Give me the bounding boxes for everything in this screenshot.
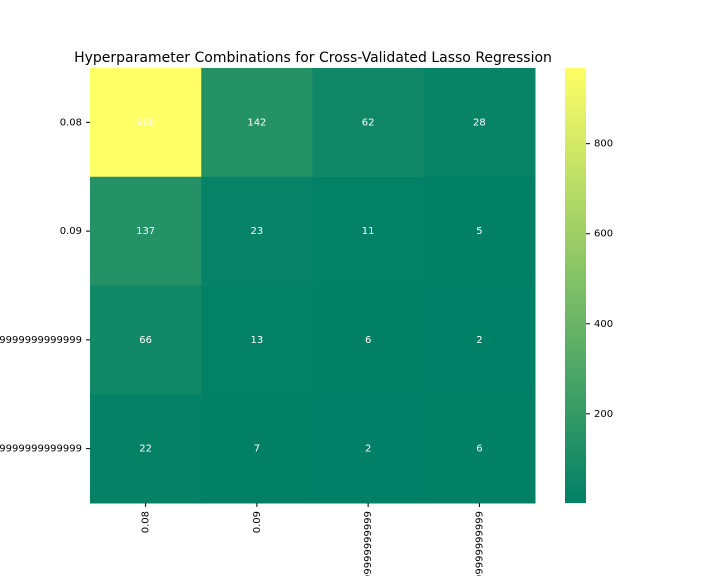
x-tick-label: 0.09999999999999999 xyxy=(363,511,374,576)
heat-cell xyxy=(201,176,313,286)
heat-cell xyxy=(201,68,313,178)
heat-cell xyxy=(423,68,536,178)
cell-label: 6 xyxy=(365,335,371,346)
heat-cell xyxy=(423,394,536,504)
heat-cell xyxy=(312,176,425,286)
cell-label: 66 xyxy=(139,335,152,346)
colorbar-tick-label: 800 xyxy=(594,139,613,150)
heat-cell xyxy=(201,394,313,504)
colorbar-tick-label: 200 xyxy=(594,409,613,420)
y-tick-label: 0.09999999999999999 xyxy=(0,335,82,346)
chart-title: Hyperparameter Combinations for Cross-Va… xyxy=(74,50,552,66)
cell-label: 23 xyxy=(251,226,264,237)
y-tick-label: 0.08 xyxy=(60,117,82,128)
x-tick-label: 0.08 xyxy=(141,511,152,533)
y-tick-label: 0.10999999999999999 xyxy=(0,444,82,455)
heat-cell xyxy=(201,285,313,395)
cell-label: 5 xyxy=(476,226,482,237)
cell-label: 13 xyxy=(251,335,264,346)
cell-label: 142 xyxy=(247,117,266,128)
heat-cell xyxy=(312,68,425,178)
heat-cell xyxy=(423,176,536,286)
cell-label: 28 xyxy=(473,117,486,128)
heat-cell xyxy=(90,176,202,286)
heat-cell xyxy=(312,394,425,504)
cell-label: 11 xyxy=(362,226,375,237)
colorbar-tick-label: 400 xyxy=(594,319,613,330)
x-tick-label: 0.10999999999999999 xyxy=(474,511,485,576)
heat-cell xyxy=(312,285,425,395)
colorbar-tick-label: 600 xyxy=(594,229,613,240)
cell-label: 62 xyxy=(362,117,375,128)
cell-label: 6 xyxy=(476,444,482,455)
heat-cell xyxy=(90,285,202,395)
heat-cell xyxy=(90,394,202,504)
y-tick-label: 0.09 xyxy=(60,226,82,237)
heat-cell xyxy=(90,68,202,178)
cell-label: 968 xyxy=(136,117,155,128)
cell-label: 2 xyxy=(365,444,371,455)
cell-label: 137 xyxy=(136,226,155,237)
cell-label: 22 xyxy=(139,444,152,455)
x-tick-label: 0.09 xyxy=(252,511,263,533)
cell-label: 7 xyxy=(254,444,260,455)
colorbar xyxy=(565,68,586,503)
heat-cell xyxy=(423,285,536,395)
cell-label: 2 xyxy=(476,335,482,346)
